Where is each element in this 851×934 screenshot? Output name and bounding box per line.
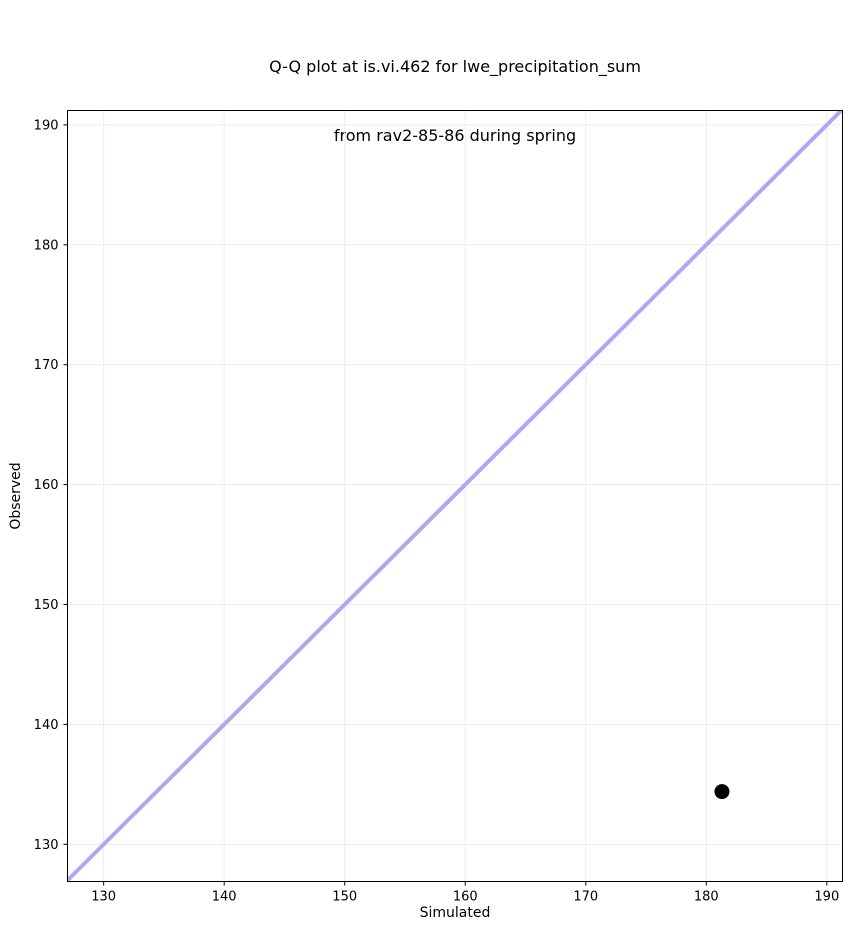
y-tick-label: 170: [34, 358, 59, 373]
y-axis-label: Observed: [8, 462, 24, 529]
y-tick-label: 140: [34, 718, 59, 733]
x-tick-label: 150: [332, 890, 357, 905]
x-axis-label: Simulated: [420, 905, 491, 921]
y-tick-label: 130: [34, 838, 59, 853]
chart-title-line2: from rav2-85-86 during spring: [333, 126, 577, 145]
identity-line: [67, 110, 843, 882]
x-tick-label: 160: [453, 890, 478, 905]
data-point: [714, 784, 730, 800]
x-tick-label: 180: [694, 890, 719, 905]
y-tick-label: 180: [34, 238, 59, 253]
plot-border: [67, 110, 843, 882]
chart-title: Q-Q plot at is.vi.462 for lwe_precipitat…: [67, 9, 843, 193]
y-tick-label: 150: [34, 598, 59, 613]
chart-title-line1: Q-Q plot at is.vi.462 for lwe_precipitat…: [269, 57, 641, 76]
y-tick-label: 160: [34, 478, 59, 493]
x-tick-label: 140: [212, 890, 237, 905]
x-tick-label: 190: [814, 890, 839, 905]
y-tick-label: 190: [34, 118, 59, 133]
x-tick-label: 130: [91, 890, 116, 905]
x-tick-label: 170: [573, 890, 598, 905]
